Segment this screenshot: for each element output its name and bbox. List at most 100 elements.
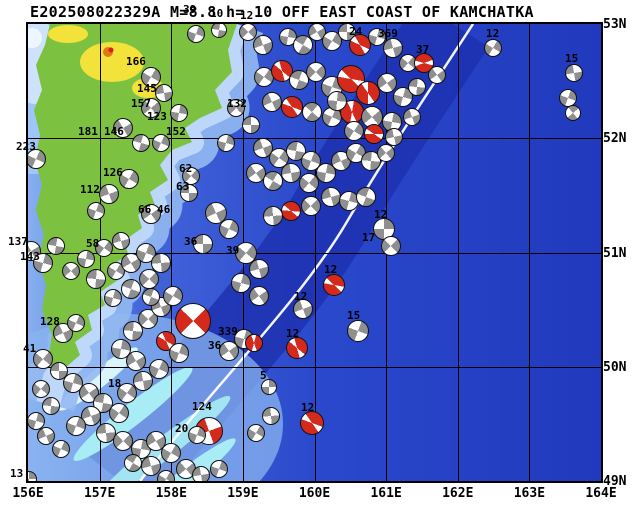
focal-mechanism-gray <box>262 92 282 112</box>
focal-mechanism-gray <box>182 167 200 185</box>
depth-label: 13 <box>10 467 24 480</box>
focal-mechanism-gray <box>242 116 260 134</box>
focal-mechanism-red <box>323 274 345 296</box>
lon-axis-label: 160E <box>298 486 331 501</box>
focal-mechanism-gray <box>408 78 426 96</box>
focal-mechanism-gray <box>322 31 342 51</box>
focal-mechanism-gray <box>157 470 175 481</box>
focal-mechanism-gray <box>151 253 171 273</box>
focal-mechanism-gray <box>361 151 381 171</box>
focal-mechanism-gray <box>385 128 403 146</box>
focal-mechanism-gray <box>155 84 173 102</box>
focal-mechanism-gray <box>428 66 446 84</box>
focal-mechanism-gray <box>163 286 183 306</box>
elevation-high <box>48 25 88 43</box>
focal-mechanism-gray <box>67 314 85 332</box>
focal-mechanism-gray <box>293 35 313 55</box>
elevation-high <box>80 42 144 82</box>
focal-mechanism-gray <box>111 339 131 359</box>
focal-mechanism-gray <box>227 99 245 117</box>
focal-mechanism-gray <box>281 163 301 183</box>
lon-axis-label: 163E <box>513 486 546 501</box>
focal-mechanism-gray <box>124 454 142 472</box>
focal-mechanism-gray <box>289 70 309 90</box>
focal-mechanism-gray <box>211 24 227 38</box>
focal-mechanism-gray <box>28 471 37 481</box>
focal-mechanism-gray <box>141 204 161 224</box>
focal-mechanism-gray <box>327 91 347 111</box>
focal-mechanism-gray <box>356 187 376 207</box>
focal-mechanism-gray <box>104 289 122 307</box>
focal-mechanism-gray <box>301 151 321 171</box>
lon-axis-label: 157E <box>83 486 116 501</box>
lon-axis-label: 164E <box>585 486 617 501</box>
focal-mechanism-gray <box>377 144 395 162</box>
focal-mechanism-gray <box>192 466 210 481</box>
focal-mechanism-gray <box>301 196 321 216</box>
focal-mechanism-gray <box>170 104 188 122</box>
focal-mechanism-gray <box>141 67 161 87</box>
focal-mechanism-gray <box>169 343 189 363</box>
focal-mechanism-gray <box>299 173 319 193</box>
focal-mechanism-gray <box>210 460 228 478</box>
focal-mechanism-gray <box>484 39 502 57</box>
focal-mechanism-gray <box>28 149 46 169</box>
lon-axis-label: 161E <box>370 486 402 501</box>
focal-mechanism-gray <box>86 269 106 289</box>
focal-mechanism-gray <box>142 288 160 306</box>
focal-mechanism-gray <box>193 234 213 254</box>
focal-mechanism-gray <box>66 416 86 436</box>
focal-mechanism-gray <box>37 427 55 445</box>
focal-mechanism-gray <box>87 202 105 220</box>
focal-mechanism-gray <box>139 269 159 289</box>
focal-mechanism-gray <box>149 359 169 379</box>
focal-mechanism-gray <box>50 362 68 380</box>
lat-axis-label: 52N <box>603 131 627 147</box>
focal-mechanism-gray <box>109 403 129 423</box>
focal-mechanism-gray <box>141 98 161 118</box>
focal-mechanism-gray <box>113 118 133 138</box>
focal-mechanism-gray <box>33 349 53 369</box>
focal-mechanism-gray <box>231 273 251 293</box>
focal-mechanism-gray <box>126 351 146 371</box>
lon-axis-label: 156E <box>12 486 44 501</box>
focal-mechanism-gray <box>123 321 143 341</box>
lat-axis-label: 49N <box>603 474 627 489</box>
focal-mechanism-gray <box>205 202 227 224</box>
focal-mechanism-gray <box>117 383 137 403</box>
focal-mechanism-gray <box>32 380 50 398</box>
focal-mechanism-gray <box>180 184 198 202</box>
focal-mechanism-gray <box>565 105 581 121</box>
focal-mechanism-gray <box>188 426 206 444</box>
focal-mechanism-gray <box>77 250 95 268</box>
focal-mechanism-gray <box>187 25 205 43</box>
focal-mechanism-gray <box>316 163 336 183</box>
focal-mechanism-gray <box>152 134 170 152</box>
focal-mechanism-gray <box>113 431 133 451</box>
focal-mechanism-gray <box>381 236 401 256</box>
elevation-peak-top <box>108 47 114 53</box>
focal-mechanism-gray <box>403 108 421 126</box>
focal-mechanism-gray <box>247 424 265 442</box>
focal-mechanism-gray <box>263 206 283 226</box>
focal-mechanism-gray <box>368 28 386 46</box>
focal-mechanism-gray <box>217 134 235 152</box>
focal-mechanism-gray <box>565 64 583 82</box>
latitude-axis: 53N 52N 51N 50N 49N <box>603 0 635 507</box>
focal-mechanism-gray <box>95 239 113 257</box>
focal-mechanism-red <box>286 337 308 359</box>
focal-mechanism-gray <box>263 171 283 191</box>
focal-mechanism-gray <box>47 237 65 255</box>
focal-mechanism-red <box>281 201 301 221</box>
focal-mechanism-gray <box>112 232 130 250</box>
focal-mechanism-red <box>356 81 380 105</box>
focal-mechanism-gray <box>161 443 181 463</box>
focal-mechanism-gray <box>321 187 341 207</box>
focal-mechanism-gray <box>28 412 45 430</box>
map-title: E202508022329A M=8.8 h= 10 OFF EAST COAS… <box>30 3 534 21</box>
focal-mechanism-gray <box>33 253 53 273</box>
focal-mechanism-gray <box>219 219 239 239</box>
focal-mechanism-red <box>414 53 434 73</box>
focal-mechanism-red <box>245 334 263 352</box>
